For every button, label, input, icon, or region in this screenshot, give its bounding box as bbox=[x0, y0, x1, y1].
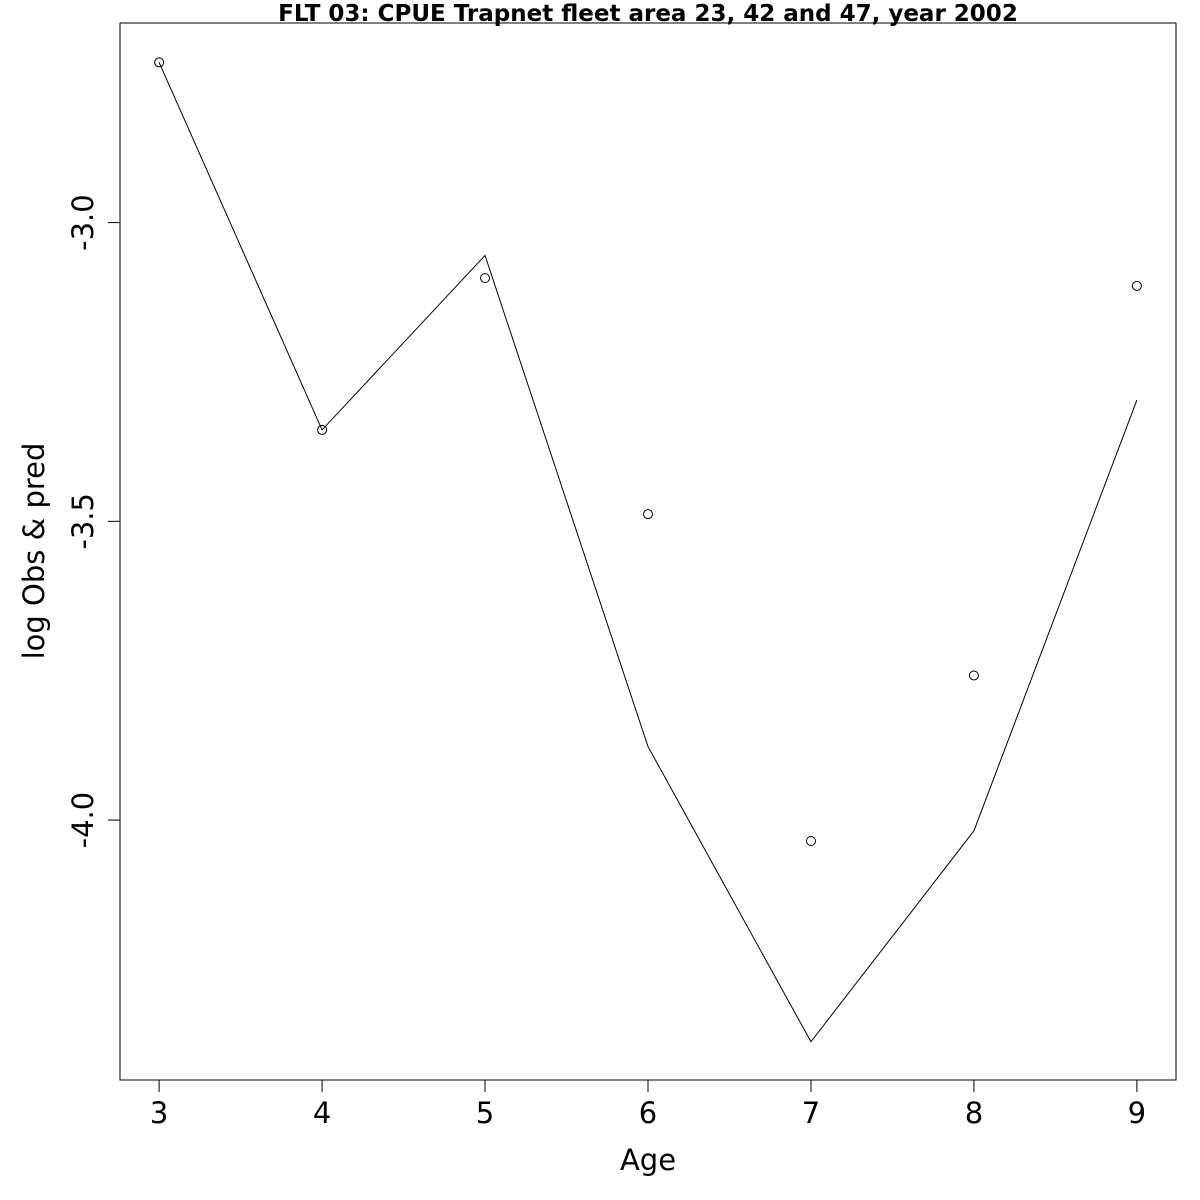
y-tick-label: -3.0 bbox=[66, 194, 100, 251]
y-tick-label: -3.5 bbox=[66, 493, 100, 550]
x-tick-label: 3 bbox=[150, 1096, 168, 1130]
x-tick-label: 7 bbox=[802, 1096, 820, 1130]
observed-point bbox=[317, 424, 328, 435]
x-tick-label: 6 bbox=[639, 1096, 657, 1130]
x-tick-label: 8 bbox=[965, 1096, 983, 1130]
x-axis-label: Age bbox=[620, 1143, 676, 1177]
x-tick-label: 5 bbox=[476, 1096, 494, 1130]
plot-frame bbox=[119, 22, 1177, 1081]
x-axis: 3 4 5 6 7 8 9 bbox=[150, 1079, 1146, 1130]
y-axis-label: log Obs & pred bbox=[17, 443, 51, 660]
observed-point bbox=[968, 670, 979, 681]
x-tick-label: 4 bbox=[313, 1096, 331, 1130]
x-tick-label: 9 bbox=[1128, 1096, 1146, 1130]
observed-point bbox=[154, 57, 165, 68]
series-layer bbox=[154, 57, 1142, 1043]
y-tick-label: -4.0 bbox=[66, 792, 100, 849]
observed-point bbox=[643, 509, 653, 520]
observed-point bbox=[805, 835, 816, 846]
predicted-line bbox=[158, 62, 1138, 1043]
y-axis: -3.0 -3.5 -4.0 bbox=[66, 194, 121, 849]
observed-point bbox=[1131, 280, 1142, 291]
observed-point bbox=[480, 273, 491, 284]
